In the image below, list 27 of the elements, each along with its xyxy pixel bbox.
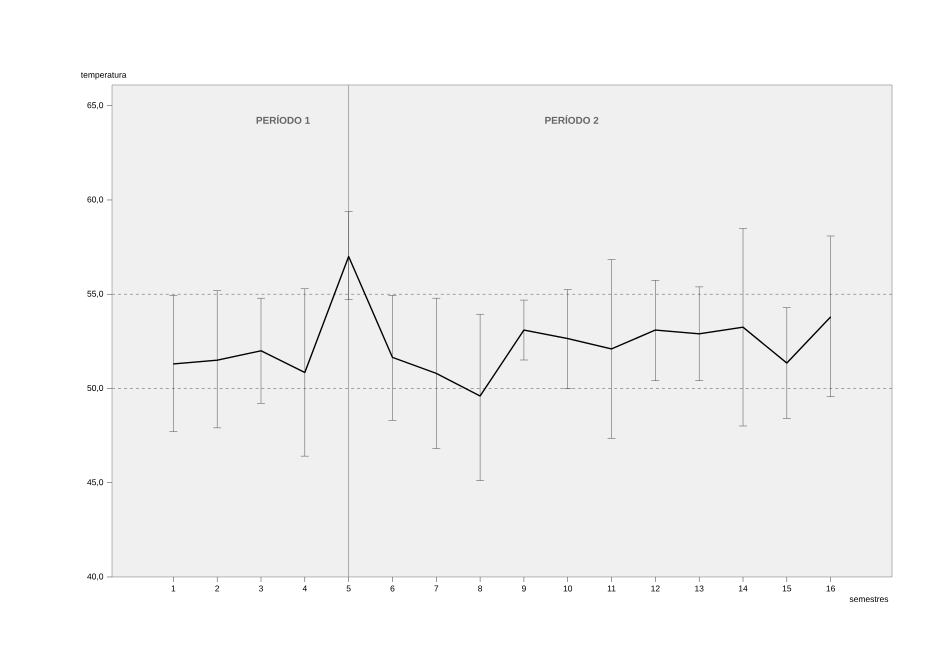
- x-tick-label: 2: [215, 586, 220, 592]
- x-tick-label: 16: [826, 586, 836, 592]
- x-tick-label: 7: [434, 586, 438, 592]
- x-tick-label: 5: [346, 586, 351, 592]
- x-tick-label: 13: [695, 586, 704, 592]
- x-tick-label: 3: [258, 586, 263, 592]
- y-tick-label: 60,0: [87, 196, 104, 204]
- y-tick-label: 40,0: [87, 573, 104, 580]
- x-tick-label: 9: [522, 586, 526, 592]
- x-tick-label: 10: [564, 586, 572, 592]
- y-tick-label: 55,0: [87, 290, 104, 298]
- annotation: PERÍODO 1: [256, 114, 310, 124]
- x-tick-label: 8: [478, 586, 482, 592]
- x-tick-label: 14: [738, 586, 748, 592]
- y-axis-title: temperatura: [80, 72, 126, 80]
- x-tick-label: 12: [651, 586, 660, 592]
- x-axis-title: semestres: [850, 596, 888, 602]
- x-tick-label: 15: [782, 586, 792, 592]
- line-series: [172, 256, 832, 397]
- annotation: PERÍODO 2: [545, 114, 598, 124]
- x-tick-label: 1: [172, 586, 176, 592]
- x-tick-label: 4: [302, 586, 307, 592]
- y-tick-label: 45,0: [87, 479, 104, 486]
- y-tick-label: 50,0: [87, 384, 104, 392]
- x-tick-label: 11: [608, 586, 616, 592]
- x-tick-label: 6: [390, 586, 394, 592]
- y-tick-label: 65,0: [87, 102, 104, 110]
